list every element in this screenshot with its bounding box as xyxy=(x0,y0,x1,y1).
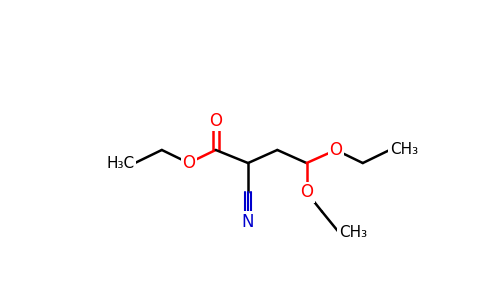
Text: CH₃: CH₃ xyxy=(390,142,418,158)
Text: N: N xyxy=(242,213,254,231)
Text: CH₃: CH₃ xyxy=(339,225,367,240)
Text: O: O xyxy=(329,141,342,159)
Text: O: O xyxy=(300,183,313,201)
Text: H₃C: H₃C xyxy=(107,155,135,170)
Text: O: O xyxy=(182,154,195,172)
Text: O: O xyxy=(209,112,222,130)
